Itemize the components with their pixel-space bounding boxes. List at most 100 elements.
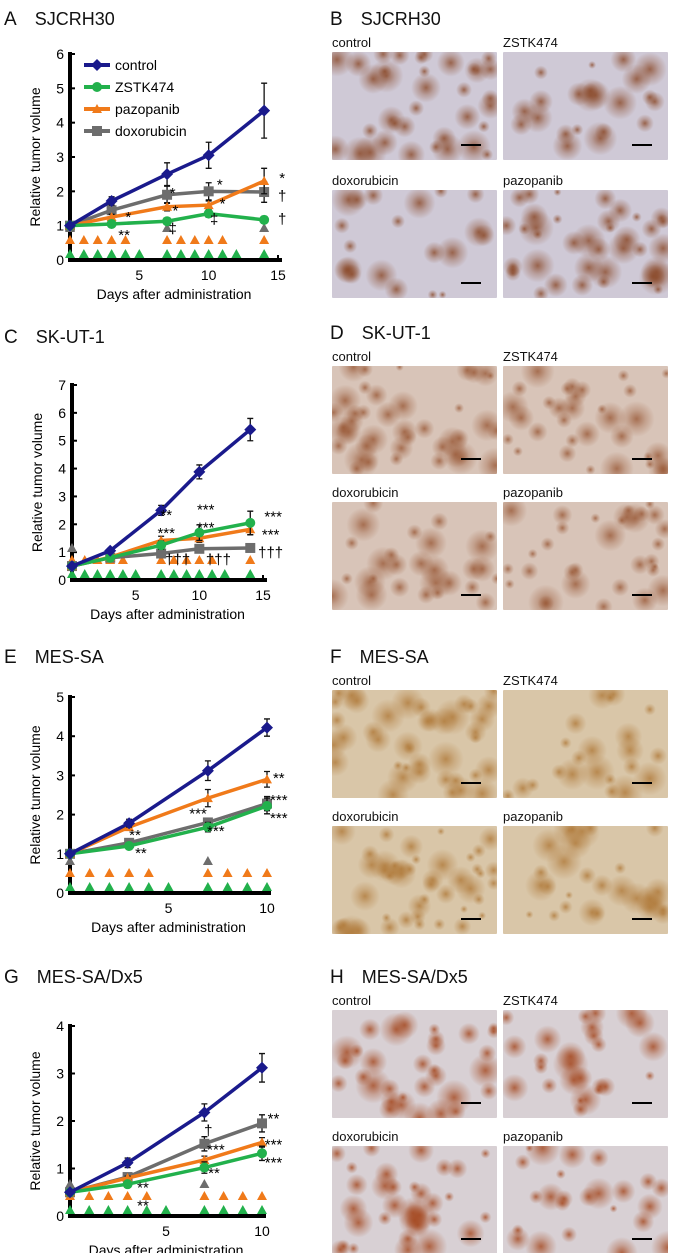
dosing-marker-ZSTK474 <box>218 1205 229 1214</box>
dosing-marker-ZSTK474 <box>103 1205 114 1214</box>
ihc-image-control <box>332 366 497 474</box>
dosing-marker-ZSTK474 <box>67 569 77 578</box>
ihc-label: pazopanib <box>503 485 563 500</box>
dosing-marker-ZSTK474 <box>259 249 270 258</box>
ihc-label: pazopanib <box>503 1129 563 1144</box>
y-tick-label: 5 <box>56 80 64 96</box>
dosing-marker-ZSTK474 <box>92 569 103 578</box>
data-point <box>258 104 271 117</box>
data-point <box>66 560 78 573</box>
data-point <box>198 1106 211 1119</box>
dosing-marker-pazopanib <box>117 555 128 564</box>
panel-title: SJCRH30 <box>360 9 441 29</box>
x-tick-label: 10 <box>192 587 208 603</box>
scale-bar <box>461 458 481 460</box>
scale-bar <box>461 782 481 784</box>
dosing-marker-pazopanib <box>189 235 200 244</box>
data-point <box>245 517 256 528</box>
scale-bar <box>632 918 652 920</box>
dosing-marker-ZSTK474 <box>117 569 128 578</box>
series-line <box>69 1151 263 1194</box>
ihc-image-ZSTK474 <box>503 1010 668 1118</box>
dosing-marker-ZSTK474 <box>219 569 230 578</box>
panel-label: A SJCRH30 <box>4 8 115 31</box>
dosing-marker-ZSTK474 <box>105 569 116 578</box>
ihc-label: ZSTK474 <box>503 35 558 50</box>
dosing-marker-pazopanib <box>141 1191 152 1200</box>
dosing-marker-ZSTK474 <box>242 882 253 891</box>
dosing-marker-pazopanib <box>103 1191 114 1200</box>
dosing-marker-ZSTK474 <box>106 249 117 258</box>
ihc-image-control <box>332 690 497 798</box>
dosing-marker-ZSTK474 <box>245 569 256 578</box>
data-point <box>261 721 273 734</box>
ihc-label: doxorubicin <box>332 485 399 500</box>
legend-label: doxorubicin <box>115 123 187 139</box>
data-point <box>123 817 136 830</box>
x-tick-label: 5 <box>165 900 173 916</box>
data-point <box>257 1137 267 1147</box>
scale-bar <box>461 1238 481 1240</box>
y-axis-label: Relative tumor volume <box>27 725 43 864</box>
series-line <box>69 804 268 856</box>
data-point <box>262 800 272 811</box>
dosing-marker-ZSTK474 <box>163 882 174 891</box>
panel-letter: B <box>330 9 343 30</box>
dosing-marker-doxorubicin <box>259 223 270 232</box>
y-tick-label: 6 <box>58 405 66 421</box>
dosing-marker-ZSTK474 <box>143 882 154 891</box>
x-tick-label: 5 <box>132 587 140 603</box>
ihc-label: control <box>332 35 372 50</box>
data-point <box>155 504 168 517</box>
significance-annotation: ** <box>160 507 172 524</box>
significance-annotation: ‡ <box>168 220 176 237</box>
data-point <box>162 216 173 227</box>
ihc-image-doxorubicin <box>332 190 497 298</box>
dosing-marker-ZSTK474 <box>79 569 90 578</box>
significance-annotation: ** <box>137 1179 149 1196</box>
chart-G: 0 1 2 3 4 5 10 Days after administration Relativ… <box>27 1018 282 1253</box>
ihc-label: ZSTK474 <box>503 993 558 1008</box>
dosing-marker-pazopanib <box>242 868 253 877</box>
y-tick-label: 4 <box>56 728 64 744</box>
dosing-marker-ZSTK474 <box>217 249 228 258</box>
y-tick-label: 2 <box>58 516 66 532</box>
y-axis-label: Relative tumor volume <box>27 1051 43 1190</box>
data-point <box>105 552 116 563</box>
panel-letter: H <box>330 967 344 988</box>
data-point <box>202 822 213 833</box>
y-tick-label: 7 <box>58 377 66 393</box>
ihc-label: doxorubicin <box>332 809 399 824</box>
legend-marker <box>92 82 102 92</box>
dosing-marker-pazopanib <box>122 1191 133 1200</box>
x-tick-label: 5 <box>162 1223 170 1239</box>
scale-bar <box>632 458 652 460</box>
legend-label: pazopanib <box>115 101 180 117</box>
dosing-marker-ZSTK474 <box>162 249 173 258</box>
ihc-label: doxorubicin <box>332 1129 399 1144</box>
dosing-marker-ZSTK474 <box>203 249 214 258</box>
scale-bar <box>632 1102 652 1104</box>
y-tick-label: 3 <box>58 488 66 504</box>
dosing-marker-ZSTK474 <box>84 1205 95 1214</box>
dosing-marker-pazopanib <box>245 555 256 564</box>
data-point <box>199 1138 210 1149</box>
data-point <box>202 149 215 162</box>
dosing-marker-pazopanib <box>120 235 131 244</box>
dosing-marker-doxorubicin <box>65 1179 75 1188</box>
data-point <box>199 1162 210 1173</box>
dosing-marker-doxorubicin <box>162 223 173 232</box>
dosing-marker-pazopanib <box>237 1191 248 1200</box>
ihc-label: doxorubicin <box>332 173 399 188</box>
dosing-marker-ZSTK474 <box>194 569 205 578</box>
dosing-marker-pazopanib <box>84 868 95 877</box>
dosing-marker-pazopanib <box>202 868 213 877</box>
dosing-marker-ZSTK474 <box>168 569 179 578</box>
y-tick-label: 2 <box>56 1113 64 1129</box>
scale-bar <box>632 144 652 146</box>
significance-annotation: *** <box>270 810 288 827</box>
y-tick-label: 1 <box>56 218 64 234</box>
data-point <box>156 540 167 551</box>
panel-label: G MES-SA/Dx5 <box>4 966 143 989</box>
panel-letter: E <box>4 647 17 668</box>
